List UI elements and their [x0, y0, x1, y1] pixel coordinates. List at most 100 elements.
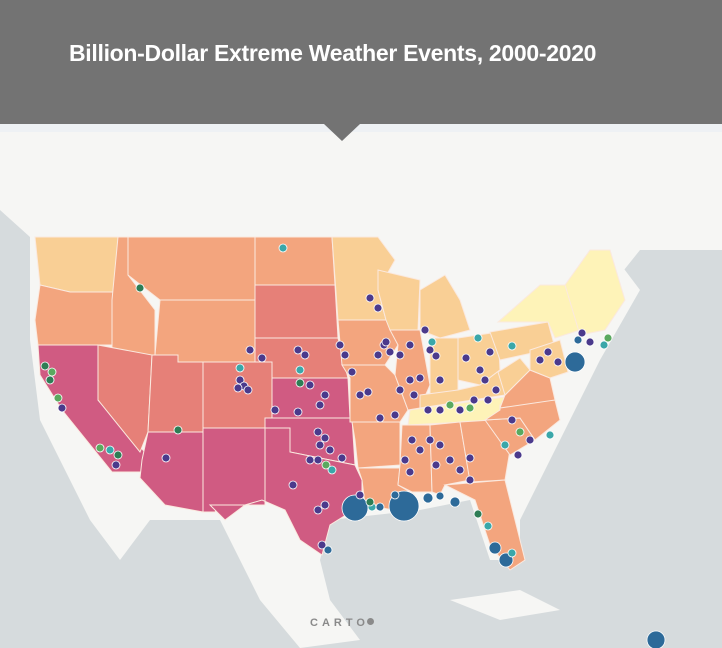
- event-marker[interactable]: [295, 378, 305, 388]
- event-marker[interactable]: [449, 496, 461, 508]
- event-marker[interactable]: [373, 350, 383, 360]
- event-marker[interactable]: [435, 440, 445, 450]
- event-marker[interactable]: [375, 502, 385, 512]
- event-marker[interactable]: [535, 355, 545, 365]
- event-marker[interactable]: [395, 350, 405, 360]
- event-marker[interactable]: [455, 465, 465, 475]
- event-marker[interactable]: [347, 367, 357, 377]
- event-marker[interactable]: [500, 440, 510, 450]
- event-marker[interactable]: [53, 393, 63, 403]
- event-marker[interactable]: [507, 548, 517, 558]
- event-marker[interactable]: [365, 497, 375, 507]
- event-marker[interactable]: [390, 410, 400, 420]
- event-marker[interactable]: [320, 500, 330, 510]
- event-marker[interactable]: [435, 375, 445, 385]
- event-marker[interactable]: [415, 373, 425, 383]
- event-marker[interactable]: [381, 337, 391, 347]
- event-marker[interactable]: [405, 340, 415, 350]
- event-marker[interactable]: [320, 390, 330, 400]
- event-marker[interactable]: [475, 365, 485, 375]
- event-marker[interactable]: [515, 427, 525, 437]
- event-marker[interactable]: [422, 492, 434, 504]
- event-marker[interactable]: [305, 455, 315, 465]
- event-marker[interactable]: [646, 630, 666, 648]
- event-marker[interactable]: [431, 351, 441, 361]
- event-marker[interactable]: [407, 435, 417, 445]
- event-marker[interactable]: [485, 347, 495, 357]
- event-marker[interactable]: [435, 405, 445, 415]
- event-marker[interactable]: [295, 365, 305, 375]
- event-marker[interactable]: [425, 435, 435, 445]
- event-marker[interactable]: [585, 337, 595, 347]
- event-marker[interactable]: [373, 303, 383, 313]
- event-marker[interactable]: [465, 453, 475, 463]
- event-marker[interactable]: [543, 347, 553, 357]
- event-marker[interactable]: [340, 350, 350, 360]
- event-marker[interactable]: [341, 494, 369, 522]
- event-marker[interactable]: [420, 325, 430, 335]
- event-marker[interactable]: [257, 353, 267, 363]
- event-marker[interactable]: [173, 425, 183, 435]
- event-marker[interactable]: [385, 347, 395, 357]
- event-marker[interactable]: [573, 335, 583, 345]
- event-marker[interactable]: [507, 341, 517, 351]
- event-marker[interactable]: [431, 460, 441, 470]
- event-marker[interactable]: [95, 443, 105, 453]
- event-marker[interactable]: [405, 467, 415, 477]
- event-marker[interactable]: [300, 350, 310, 360]
- event-marker[interactable]: [313, 427, 323, 437]
- event-marker[interactable]: [461, 353, 471, 363]
- event-marker[interactable]: [445, 400, 455, 410]
- event-marker[interactable]: [603, 333, 613, 343]
- event-marker[interactable]: [363, 387, 373, 397]
- event-marker[interactable]: [488, 541, 502, 555]
- event-marker[interactable]: [400, 455, 410, 465]
- event-marker[interactable]: [483, 521, 493, 531]
- event-marker[interactable]: [423, 405, 433, 415]
- event-marker[interactable]: [47, 367, 57, 377]
- event-marker[interactable]: [469, 395, 479, 405]
- event-marker[interactable]: [365, 293, 375, 303]
- event-marker[interactable]: [293, 345, 303, 355]
- event-marker[interactable]: [278, 243, 288, 253]
- event-marker[interactable]: [395, 385, 405, 395]
- event-marker[interactable]: [320, 433, 330, 443]
- event-marker[interactable]: [315, 400, 325, 410]
- event-marker[interactable]: [40, 361, 50, 371]
- event-marker[interactable]: [315, 440, 325, 450]
- event-marker[interactable]: [375, 413, 385, 423]
- event-marker[interactable]: [491, 385, 501, 395]
- event-marker[interactable]: [288, 480, 298, 490]
- event-marker[interactable]: [293, 407, 303, 417]
- event-marker[interactable]: [409, 390, 419, 400]
- event-marker[interactable]: [135, 283, 145, 293]
- event-marker[interactable]: [235, 375, 245, 385]
- event-marker[interactable]: [245, 345, 255, 355]
- event-marker[interactable]: [270, 405, 280, 415]
- event-marker[interactable]: [313, 505, 323, 515]
- event-marker[interactable]: [323, 545, 333, 555]
- event-marker[interactable]: [435, 491, 445, 501]
- event-marker[interactable]: [235, 363, 245, 373]
- event-marker[interactable]: [427, 337, 437, 347]
- event-marker[interactable]: [545, 430, 555, 440]
- event-marker[interactable]: [425, 345, 435, 355]
- event-marker[interactable]: [483, 395, 493, 405]
- event-marker[interactable]: [113, 450, 123, 460]
- event-marker[interactable]: [317, 540, 327, 550]
- event-marker[interactable]: [337, 453, 347, 463]
- event-marker[interactable]: [465, 403, 475, 413]
- event-marker[interactable]: [480, 375, 490, 385]
- event-marker[interactable]: [473, 509, 483, 519]
- event-marker[interactable]: [455, 405, 465, 415]
- event-marker[interactable]: [355, 390, 365, 400]
- event-marker[interactable]: [577, 328, 587, 338]
- event-marker[interactable]: [564, 351, 586, 373]
- event-marker[interactable]: [105, 445, 115, 455]
- event-marker[interactable]: [321, 460, 331, 470]
- event-marker[interactable]: [507, 415, 517, 425]
- event-marker[interactable]: [473, 333, 483, 343]
- event-marker[interactable]: [445, 455, 455, 465]
- event-marker[interactable]: [390, 490, 400, 500]
